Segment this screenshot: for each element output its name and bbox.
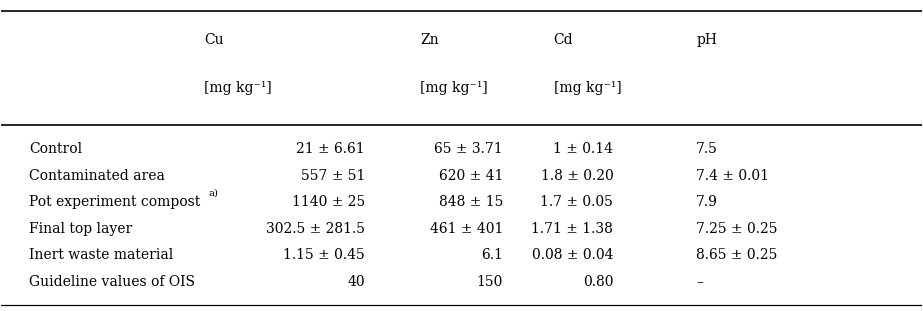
Text: 7.25 ± 0.25: 7.25 ± 0.25 <box>696 222 778 236</box>
Text: Final top layer: Final top layer <box>29 222 132 236</box>
Text: 65 ± 3.71: 65 ± 3.71 <box>435 142 503 156</box>
Text: 557 ± 51: 557 ± 51 <box>301 169 365 183</box>
Text: 0.08 ± 0.04: 0.08 ± 0.04 <box>532 248 614 262</box>
Text: [mg kg⁻¹]: [mg kg⁻¹] <box>554 81 621 95</box>
Text: Control: Control <box>29 142 82 156</box>
Text: 0.80: 0.80 <box>582 275 614 289</box>
Text: 7.9: 7.9 <box>696 195 718 209</box>
Text: 302.5 ± 281.5: 302.5 ± 281.5 <box>266 222 365 236</box>
Text: 1.15 ± 0.45: 1.15 ± 0.45 <box>283 248 365 262</box>
Text: 6.1: 6.1 <box>481 248 503 262</box>
Text: 1.7 ± 0.05: 1.7 ± 0.05 <box>541 195 614 209</box>
Text: Cu: Cu <box>204 33 223 47</box>
Text: [mg kg⁻¹]: [mg kg⁻¹] <box>204 81 271 95</box>
Text: 620 ± 41: 620 ± 41 <box>438 169 503 183</box>
Text: 1140 ± 25: 1140 ± 25 <box>292 195 365 209</box>
Text: Cd: Cd <box>554 33 573 47</box>
Text: 7.4 ± 0.01: 7.4 ± 0.01 <box>696 169 769 183</box>
Text: 21 ± 6.61: 21 ± 6.61 <box>296 142 365 156</box>
Text: Contaminated area: Contaminated area <box>29 169 165 183</box>
Text: 8.65 ± 0.25: 8.65 ± 0.25 <box>696 248 777 262</box>
Text: 1.8 ± 0.20: 1.8 ± 0.20 <box>541 169 614 183</box>
Text: pH: pH <box>696 33 717 47</box>
Text: [mg kg⁻¹]: [mg kg⁻¹] <box>420 81 488 95</box>
Text: –: – <box>696 275 703 289</box>
Text: 1 ± 0.14: 1 ± 0.14 <box>553 142 614 156</box>
Text: Pot experiment compost: Pot experiment compost <box>29 195 200 209</box>
Text: a): a) <box>209 188 219 197</box>
Text: 40: 40 <box>347 275 365 289</box>
Text: 461 ± 401: 461 ± 401 <box>429 222 503 236</box>
Text: 7.5: 7.5 <box>696 142 718 156</box>
Text: 1.71 ± 1.38: 1.71 ± 1.38 <box>532 222 614 236</box>
Text: Zn: Zn <box>420 33 438 47</box>
Text: 150: 150 <box>476 275 503 289</box>
Text: Inert waste material: Inert waste material <box>29 248 174 262</box>
Text: Guideline values of OIS: Guideline values of OIS <box>29 275 195 289</box>
Text: 848 ± 15: 848 ± 15 <box>438 195 503 209</box>
